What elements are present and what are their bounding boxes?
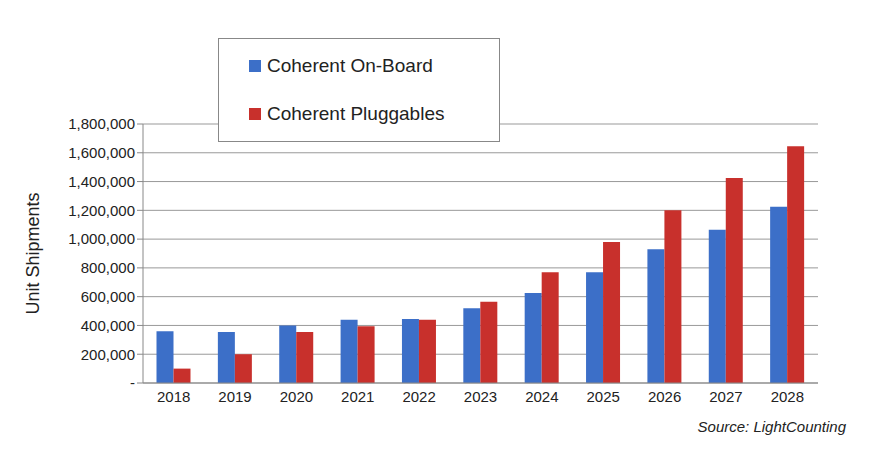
svg-text:-: - [130, 374, 135, 391]
svg-text:2018: 2018 [157, 388, 190, 405]
html-text:Source: LightCounting: Source: LightCounting [697, 418, 846, 435]
html-text:Coherent Pluggables: Coherent Pluggables [267, 103, 445, 124]
svg-text:1,000,000: 1,000,000 [68, 230, 135, 247]
svg-text:1,400,000: 1,400,000 [68, 173, 135, 190]
svg-text:600,000: 600,000 [81, 288, 135, 305]
svg-text:800,000: 800,000 [81, 259, 135, 276]
svg-text:2020: 2020 [280, 388, 313, 405]
svg-text:2019: 2019 [218, 388, 251, 405]
svg-text:2025: 2025 [587, 388, 620, 405]
svg-text:2021: 2021 [341, 388, 374, 405]
svg-text:400,000: 400,000 [81, 317, 135, 334]
svg-text:2023: 2023 [464, 388, 497, 405]
svg-text:2027: 2027 [709, 388, 742, 405]
svg-text:1,600,000: 1,600,000 [68, 144, 135, 161]
svg-text:Unit Shipments: Unit Shipments [23, 192, 43, 314]
svg-text:1,800,000: 1,800,000 [68, 115, 135, 132]
html-text:Coherent On-Board: Coherent On-Board [267, 55, 433, 76]
svg-text:2026: 2026 [648, 388, 681, 405]
svg-text:2022: 2022 [402, 388, 435, 405]
svg-text:1,200,000: 1,200,000 [68, 202, 135, 219]
svg-text:2024: 2024 [525, 388, 558, 405]
svg-text:200,000: 200,000 [81, 346, 135, 363]
svg-text:2028: 2028 [771, 388, 804, 405]
